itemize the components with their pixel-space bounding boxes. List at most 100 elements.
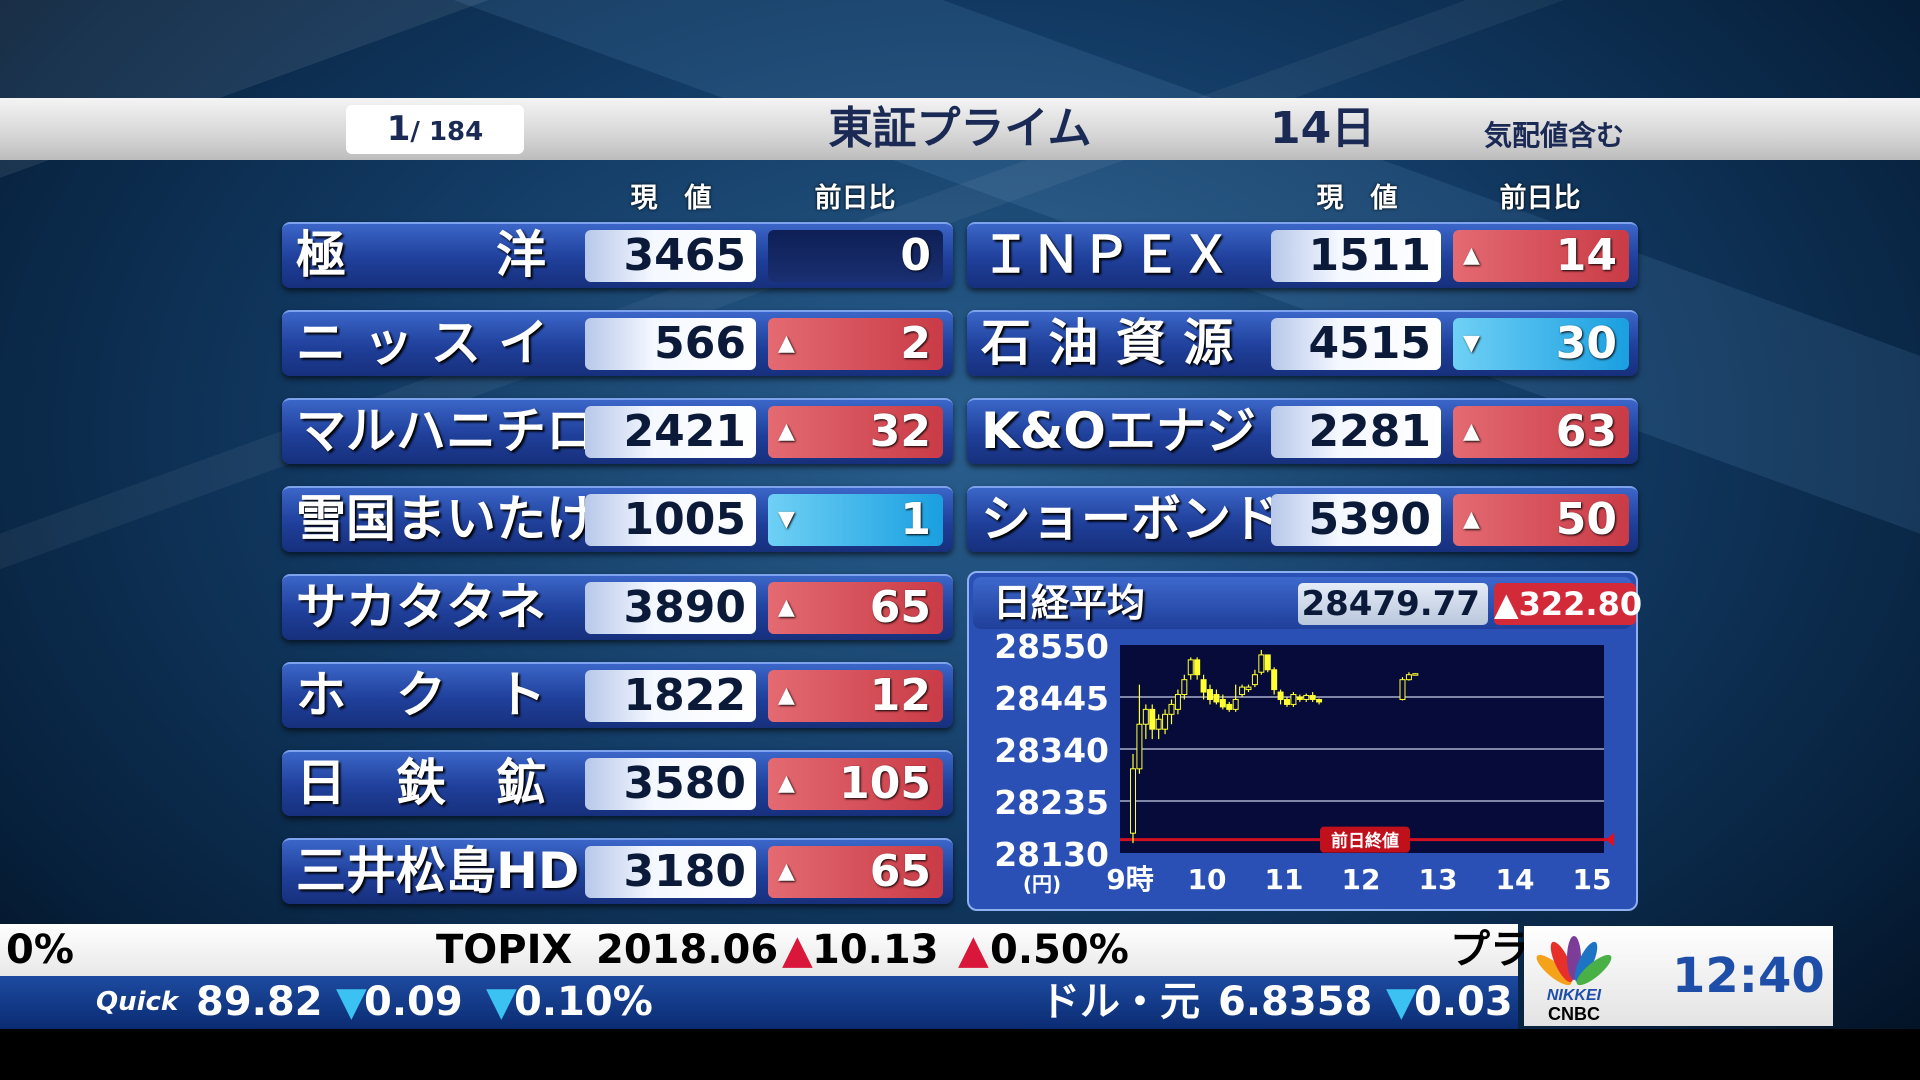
candle-body xyxy=(1232,698,1239,710)
up-arrow-icon: ▲ xyxy=(1463,507,1480,532)
candle-body xyxy=(1290,694,1297,705)
x-tick-label: 14 xyxy=(1496,863,1535,896)
page-indicator: 1/ 184 xyxy=(346,105,524,154)
ticker-item: TOPIX xyxy=(436,927,573,973)
stock-name: ショーボンド xyxy=(981,490,1281,548)
up-arrow-icon: ▲ xyxy=(1463,419,1480,444)
candle-body xyxy=(1219,698,1226,708)
stock-name: 日 鉄 鉱 xyxy=(296,754,546,812)
stock-price: 2281 xyxy=(1271,406,1441,458)
stock-change: ▲ 105 xyxy=(768,758,943,810)
x-tick-label: 9時 xyxy=(1106,863,1153,896)
y-tick-label: 28235 xyxy=(994,783,1109,822)
header-bar xyxy=(0,98,1920,160)
nikkei-header: 日経平均 28479.77 ▲322.80 xyxy=(973,577,1642,629)
ticker-item: 0.03 xyxy=(1414,979,1513,1025)
nikkei-title: 日経平均 xyxy=(993,581,1146,625)
candle-body xyxy=(1258,654,1265,673)
x-tick-label: 11 xyxy=(1265,863,1304,896)
candle-body xyxy=(1303,695,1310,700)
stock-name: マルハニチロ xyxy=(296,402,596,460)
x-tick-label: 12 xyxy=(1342,863,1381,896)
stock-price: 3180 xyxy=(585,846,756,898)
candle-body xyxy=(1162,713,1169,730)
y-tick-label: 28550 xyxy=(994,627,1109,666)
col-header-change: 前日比 xyxy=(814,183,896,214)
x-tick-label: 13 xyxy=(1419,863,1458,896)
ticker-item: 0% xyxy=(6,927,74,973)
stock-price: 566 xyxy=(585,318,756,370)
candle-body xyxy=(1226,703,1233,710)
stock-row: ショーボンド 5390 ▲ 50 xyxy=(967,486,1638,552)
ticker-item: 0.50% xyxy=(990,927,1129,973)
stock-change: ▲ 63 xyxy=(1453,406,1629,458)
change-value: 2 xyxy=(900,318,931,369)
stock-row: 三井松島HD 3180 ▲ 65 xyxy=(282,838,953,904)
stock-price: 3465 xyxy=(585,230,756,282)
stock-name: ホ ク ト xyxy=(296,666,546,724)
date-label: 14日 xyxy=(1270,103,1376,154)
down-arrow-icon: ▼ xyxy=(778,507,795,532)
change-value: 50 xyxy=(1555,494,1617,545)
stock-row: 日 鉄 鉱 3580 ▲ 105 xyxy=(282,750,953,816)
candle-body xyxy=(1213,694,1220,703)
candle-body xyxy=(1277,691,1284,700)
up-arrow-icon: ▲ xyxy=(778,859,795,884)
x-tick-label: 10 xyxy=(1188,863,1227,896)
candle-body xyxy=(1207,689,1213,700)
stock-row: ＩＮＰＥＸ 1511 ▲ 14 xyxy=(967,222,1638,288)
stock-price: 1822 xyxy=(585,670,756,722)
peacock-logo-icon: NIKKEI CNBC xyxy=(1536,936,1612,1024)
ticker-bottom: Quick 89.82 ▼ 0.09 ▼ 0.10% ドル・元 6.8358 ▼ 0.03 xyxy=(0,976,1518,1029)
stock-name: 極 洋 xyxy=(296,226,546,284)
note-label: 気配値含む xyxy=(1484,119,1625,152)
change-value: 105 xyxy=(839,758,931,809)
stock-row: サカタタネ 3890 ▲ 65 xyxy=(282,574,953,640)
ticker-item: 2018.06 xyxy=(596,927,779,973)
candle-body xyxy=(1239,686,1246,696)
prev-close-marker xyxy=(1606,832,1614,847)
change-value: 30 xyxy=(1555,318,1617,369)
svg-text:NIKKEI: NIKKEI xyxy=(1547,987,1602,1004)
market-title: 東証プライム xyxy=(828,103,1092,154)
candle-body xyxy=(1284,698,1290,705)
ticker-item: プラ xyxy=(1450,927,1530,973)
stock-price: 4515 xyxy=(1271,318,1441,370)
change-value: 65 xyxy=(869,846,931,897)
ticker-item: ドル・元 xyxy=(1040,979,1200,1025)
nikkei-value: 28479.77 xyxy=(1298,583,1488,625)
stock-change: 0 xyxy=(768,230,943,282)
col-header-price: 現 値 xyxy=(1316,183,1398,214)
stock-price: 5390 xyxy=(1271,494,1441,546)
stock-name: ニ ッ ス イ xyxy=(296,314,549,372)
col-header-price: 現 値 xyxy=(630,183,712,214)
ticker-item: 6.8358 xyxy=(1218,979,1373,1025)
candle-body xyxy=(1245,686,1252,691)
candle-body xyxy=(1405,674,1412,681)
y-tick-label: 28340 xyxy=(994,731,1109,770)
ticker-item: 10.13 xyxy=(812,927,939,973)
ticker-item: 0.10% xyxy=(514,979,653,1025)
change-value: 14 xyxy=(1555,230,1617,281)
candle-body xyxy=(1316,698,1323,703)
prev-close-badge xyxy=(1320,826,1410,853)
stock-change: ▼ 30 xyxy=(1453,318,1629,370)
candle-body xyxy=(1142,708,1149,725)
candle-body xyxy=(1296,696,1303,700)
ticker-item: ▼ xyxy=(486,979,517,1025)
candle-body xyxy=(1194,659,1201,676)
stock-price: 1511 xyxy=(1271,230,1441,282)
candle-body xyxy=(1181,679,1188,696)
candle-body xyxy=(1130,768,1136,834)
ticker-item: 89.82 xyxy=(196,979,323,1025)
up-arrow-icon: ▲ xyxy=(778,595,795,620)
change-value: 12 xyxy=(869,670,931,721)
col-header-change: 前日比 xyxy=(1499,183,1581,214)
stock-change: ▲ 2 xyxy=(768,318,943,370)
ticker-item: Quick xyxy=(96,987,179,1017)
stock-change: ▲ 50 xyxy=(1453,494,1629,546)
ticker-item: 0.09 xyxy=(364,979,463,1025)
stock-price: 1005 xyxy=(585,494,756,546)
stock-change: ▼ 1 xyxy=(768,494,943,546)
